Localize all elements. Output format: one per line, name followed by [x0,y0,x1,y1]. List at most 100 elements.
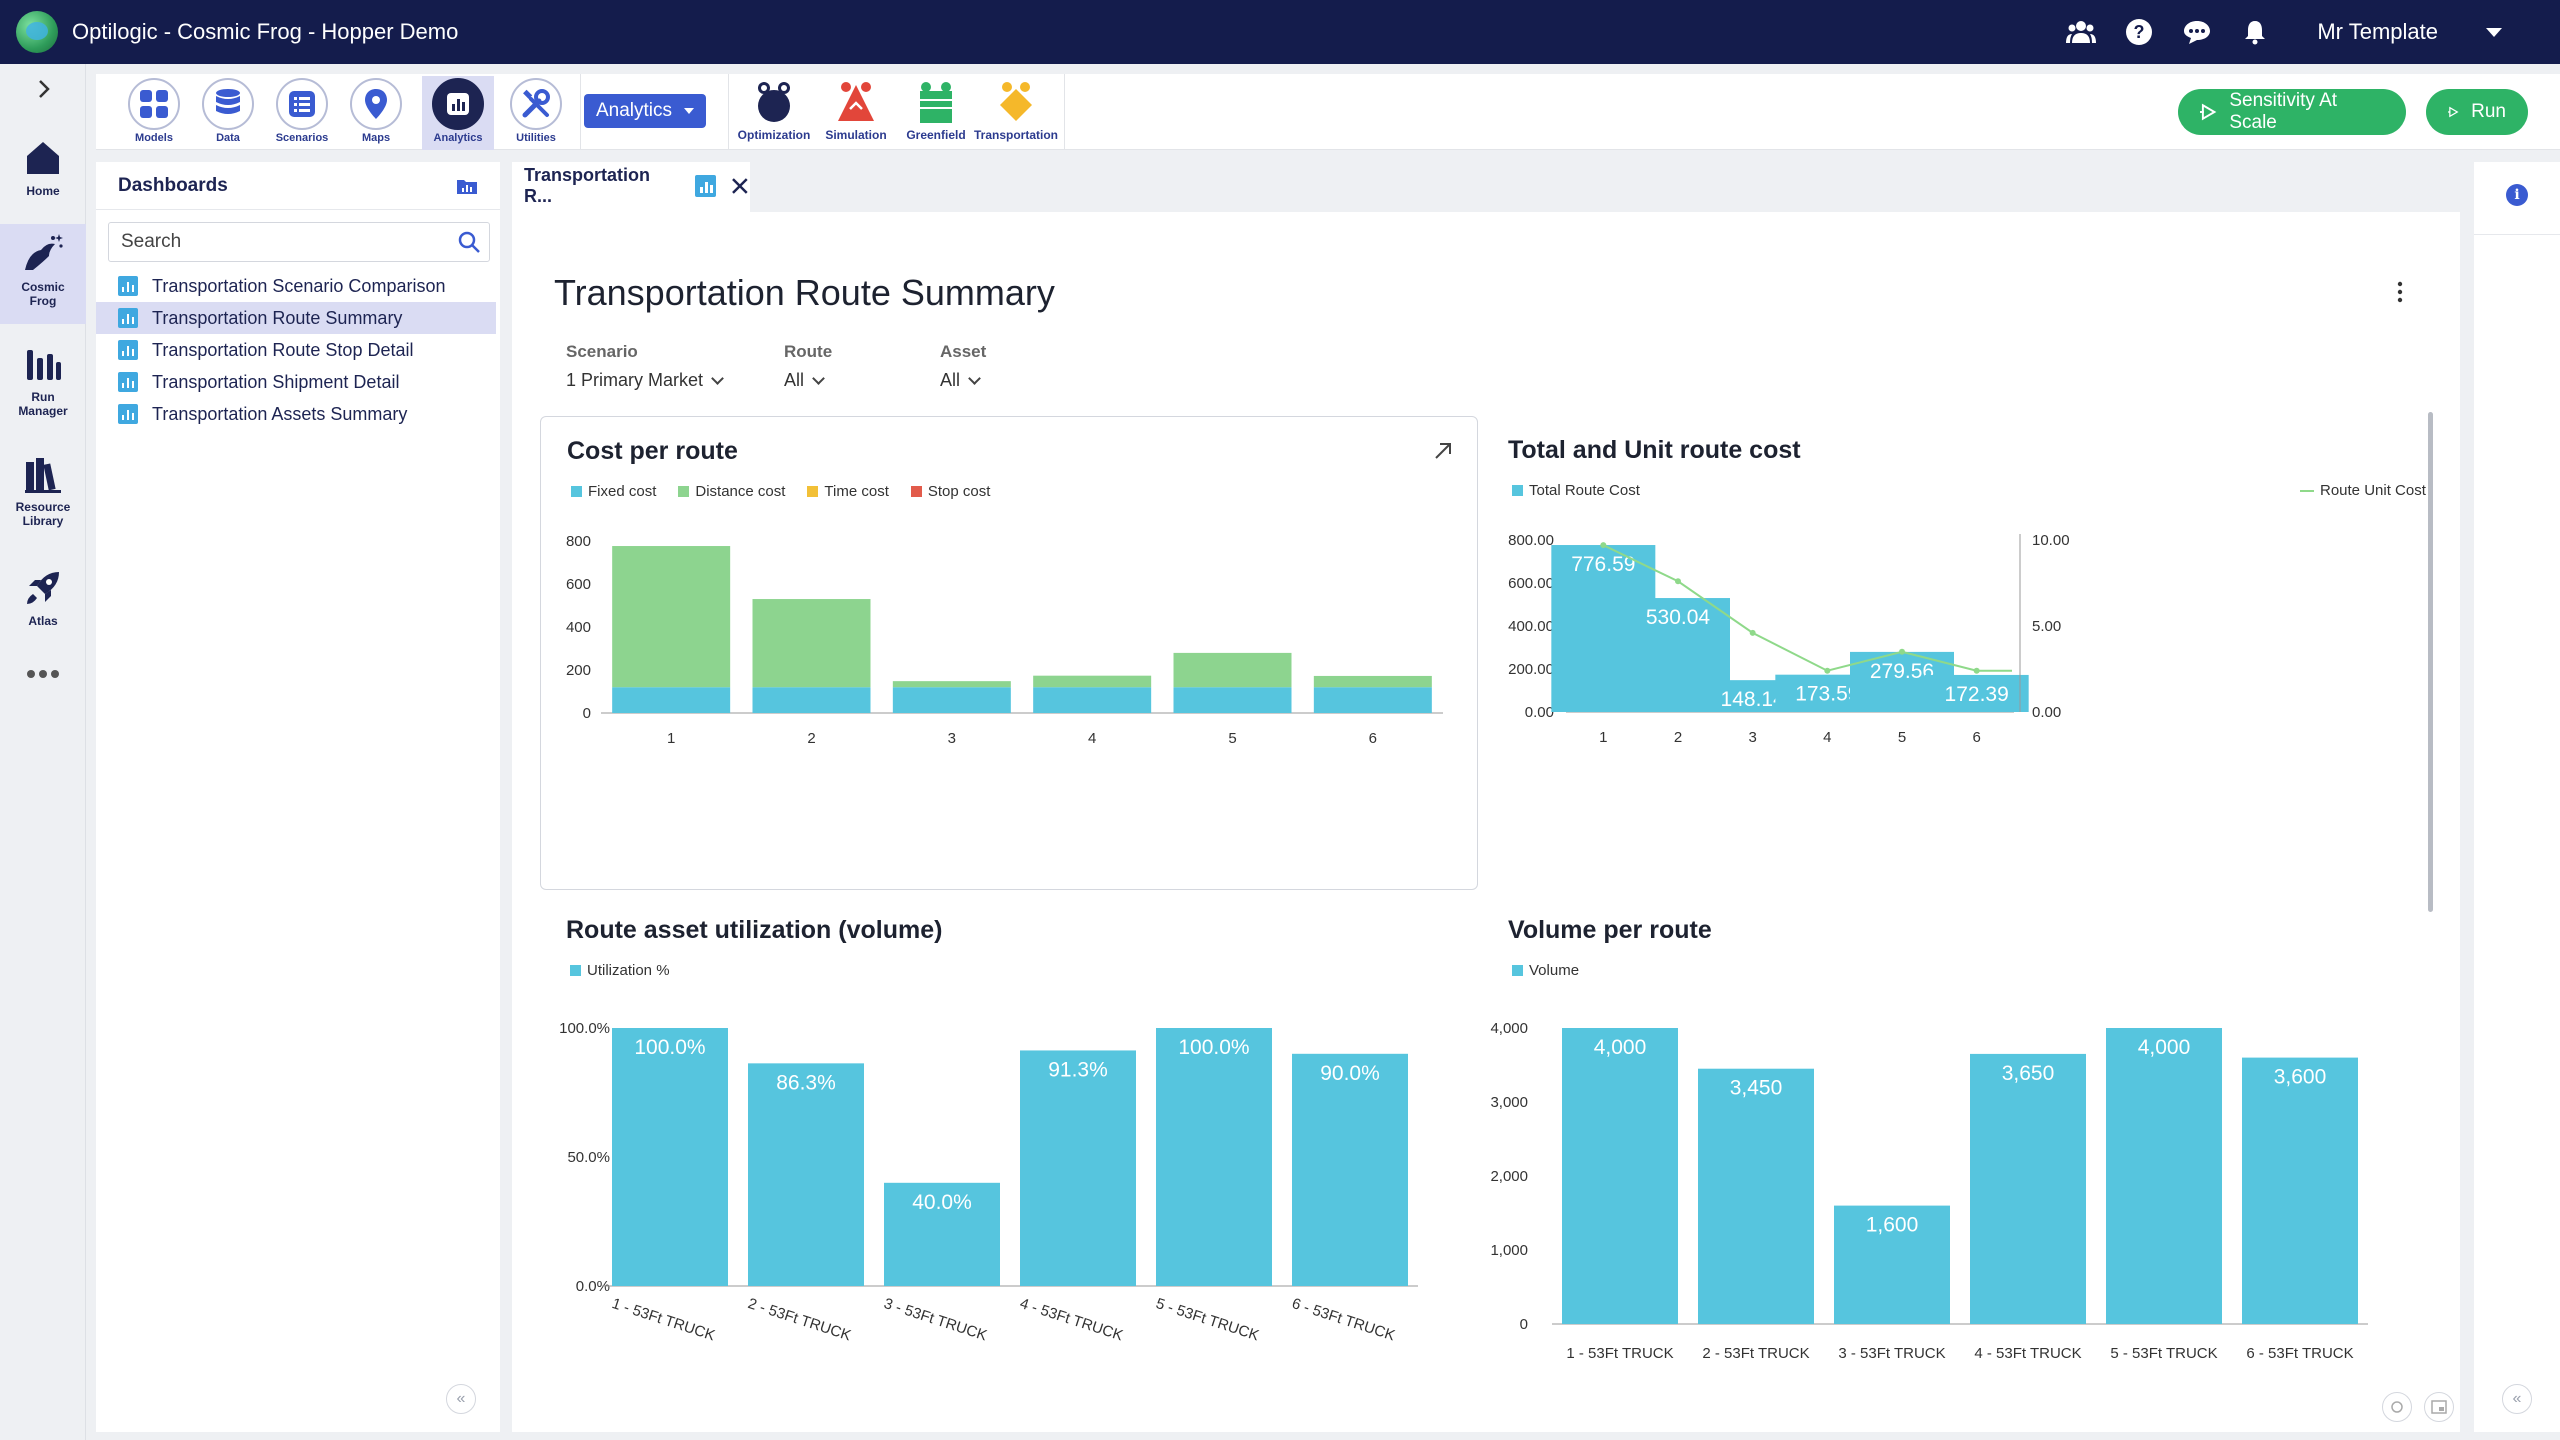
sensitivity-at-scale-button[interactable]: Sensitivity At Scale [2178,89,2406,135]
picture-in-picture-icon[interactable] [2424,1392,2454,1422]
play-icon [2448,106,2459,118]
bar [1156,1028,1272,1286]
expand-rail-icon[interactable] [33,78,55,100]
x-tick-label: 4 - 53Ft TRUCK [1974,1345,2081,1362]
filter-asset[interactable]: Asset All [940,342,986,391]
help-icon[interactable]: ? [2123,16,2155,48]
rail-item-run-manager[interactable]: Run Manager [0,334,86,434]
page-title: Transportation Route Summary [554,272,1055,313]
x-tick-label: 4 - 53Ft TRUCK [1018,1295,1125,1344]
more-options-icon[interactable] [2396,280,2404,304]
tab-transportation-route-summary[interactable]: Transportation R... [512,162,750,212]
data-label: 100.0% [634,1036,705,1059]
team-icon[interactable] [2065,16,2097,48]
analytics-button[interactable]: Analytics [422,76,494,150]
y2-tick-label: 0.00 [2032,704,2061,721]
dashboard-list-item[interactable]: Transportation Route Summary [96,302,496,334]
left-rail: Home Cosmic Frog Run Manager Resource Li… [0,64,86,1440]
dashboard-icon [118,276,138,296]
map-pin-icon [365,89,387,119]
collapse-panel-icon[interactable]: « [446,1384,476,1414]
info-icon[interactable]: i [2506,184,2528,206]
run-label: Run [2471,101,2506,122]
folder-chart-icon[interactable] [456,177,478,195]
search-icon[interactable] [457,230,481,254]
x-tick-label: 5 [1898,729,1906,746]
chart-title: Route asset utilization (volume) [566,916,943,944]
optilogic-logo[interactable] [16,11,58,53]
y-tick-label: 400 [566,619,591,636]
chart-volume-per-route: Volume per route Volume 4,000 3,000 2,000 1… [1482,896,2432,1416]
data-label: 100.0% [1178,1036,1249,1059]
dashboard-list-item[interactable]: Transportation Shipment Detail [96,366,500,398]
scenarios-label: Scenarios [275,132,329,144]
dashboards-panel: Dashboards Search Transportation Scenari… [96,162,500,1432]
line-point [1824,667,1831,674]
rail-item-home[interactable]: Home [0,134,86,218]
legend-item: Stop cost [910,483,990,500]
y-tick-label: 0 [1520,1316,1528,1333]
data-label: 1,600 [1866,1214,1919,1237]
x-tick-label: 2 - 53Ft TRUCK [746,1295,853,1344]
legend-item: Route Unit Cost [2300,482,2426,499]
filter-label: Route [784,342,833,361]
optimization-button[interactable]: Optimization [730,76,818,148]
legend-item: Time cost [807,483,889,500]
dashboard-list-item[interactable]: Transportation Route Stop Detail [96,334,500,366]
collapse-right-panel-icon[interactable]: « [2502,1384,2532,1414]
dashboard-icon [118,340,138,360]
data-label: 3,600 [2274,1066,2327,1089]
data-button[interactable]: Data [192,76,264,148]
bell-icon[interactable] [2239,16,2271,48]
x-tick-label: 1 [1599,729,1607,746]
utilities-button[interactable]: Utilities [500,76,572,148]
greenfield-button[interactable]: Greenfield [892,76,980,148]
more-icon[interactable] [0,664,86,704]
bar [1313,675,1432,688]
rail-item-cosmic-frog[interactable]: Cosmic Frog [0,224,86,324]
user-menu-caret-icon[interactable] [2486,27,2502,37]
run-button[interactable]: Run [2426,89,2528,135]
filter-scenario[interactable]: Scenario 1 Primary Market [566,342,724,391]
data-label: 148.14 [1721,688,1786,711]
dashboard-search-input[interactable]: Search [108,222,490,262]
user-name[interactable]: Mr Template [2317,19,2438,44]
rail-item-atlas[interactable]: Atlas [0,558,86,648]
scenarios-button[interactable]: Scenarios [266,76,338,148]
chart-plot: 800.00600.00400.00200.000.00776.591530.0… [1508,532,2069,746]
data-label: 40.0% [912,1191,972,1214]
rail-item-resource-library[interactable]: Resource Library [0,444,86,544]
chart-legend: Utilization % [570,962,670,979]
data-label: 530.04 [1646,606,1711,629]
filter-route[interactable]: Route All [784,342,832,391]
legend-item: Volume [1512,962,1579,979]
chart-legend: Volume [1512,962,1579,979]
filter-label: Scenario [566,342,638,361]
x-tick-label: 1 - 53Ft TRUCK [610,1295,717,1344]
rail-label-resource-library-2: Library [22,514,64,528]
scrollbar[interactable] [2428,412,2433,912]
chat-icon[interactable] [2181,16,2213,48]
chart-title: Volume per route [1508,916,1712,944]
maps-button[interactable]: Maps [340,76,412,148]
chart-cost-per-route: Cost per route Fixed cost Distance cost … [540,416,1478,890]
line-point [1600,542,1607,549]
rail-label-atlas: Atlas [28,614,58,628]
simulation-label: Simulation [825,128,887,142]
bar [1313,687,1432,713]
bar [1924,674,2029,712]
y-tick-label: 600 [566,576,591,593]
title-bar: Optilogic - Cosmic Frog - Hopper Demo ? … [0,0,2560,64]
transportation-button[interactable]: Transportation [972,76,1060,148]
dashboard-list-item[interactable]: Transportation Assets Summary [96,398,500,430]
dashboard-list-item[interactable]: Transportation Scenario Comparison [96,270,500,302]
analytics-dropdown[interactable]: Analytics [584,94,706,128]
expand-chart-icon[interactable] [1431,439,1455,463]
models-icon [140,90,168,118]
utilities-label: Utilities [516,132,556,144]
close-tab-icon[interactable] [730,176,750,196]
refresh-icon[interactable] [2382,1392,2412,1422]
simulation-button[interactable]: Simulation [812,76,900,148]
right-rail: i « [2474,162,2560,1432]
models-button[interactable]: Models [118,76,190,148]
